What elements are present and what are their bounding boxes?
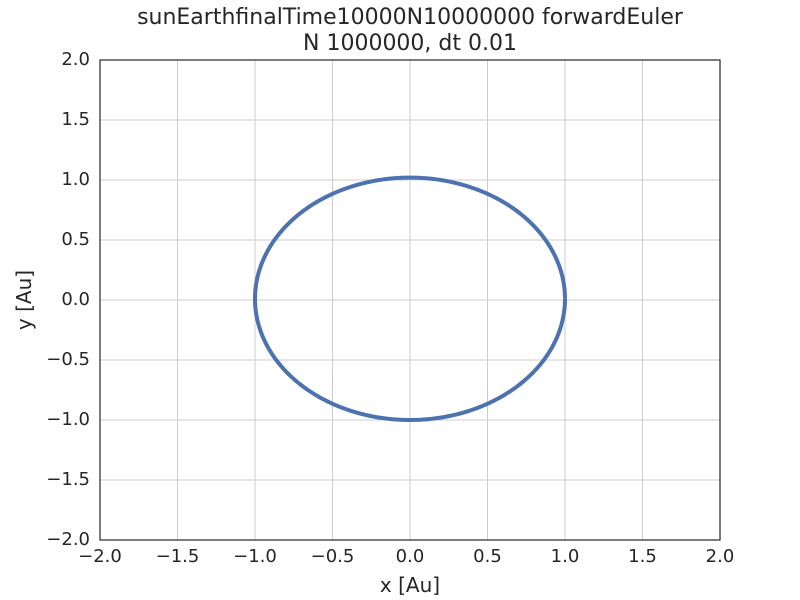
x-tick-label: −1.0 — [233, 546, 277, 567]
series-layer — [252, 175, 567, 423]
grid-lines — [99, 59, 721, 541]
chart-subtitle: N 1000000, dt 0.01 — [303, 31, 517, 56]
plot-frame — [99, 59, 721, 541]
x-tick-label: 1.5 — [628, 546, 657, 567]
x-tick-label: 1.0 — [550, 546, 580, 567]
x-tick-label: 0.0 — [395, 546, 425, 567]
y-tick-label: 1.5 — [61, 109, 90, 130]
chart-title: sunEarthfinalTime10000N10000000 forwardE… — [137, 5, 683, 30]
y-tick-label: −1.0 — [46, 409, 90, 430]
x-tick-label: −2.0 — [78, 546, 122, 567]
orbit-series-line-0 — [252, 175, 567, 423]
y-tick-label: 0.5 — [61, 229, 90, 250]
x-tick-label: −1.5 — [155, 546, 200, 567]
x-tick-label: 0.5 — [473, 546, 502, 567]
y-tick-label: −0.5 — [46, 349, 90, 370]
y-tick-label: −1.5 — [46, 469, 90, 490]
x-axis-label: x [Au] — [379, 573, 441, 597]
x-tick-label: −0.5 — [310, 546, 355, 567]
y-tick-label: 2.0 — [61, 49, 90, 70]
y-tick-label: 1.0 — [61, 169, 90, 190]
y-axis-label: y [Au] — [12, 269, 36, 331]
y-tick-label: 0.0 — [61, 289, 90, 310]
y-tick-label: −2.0 — [46, 529, 90, 550]
x-tick-label: 2.0 — [705, 546, 735, 567]
